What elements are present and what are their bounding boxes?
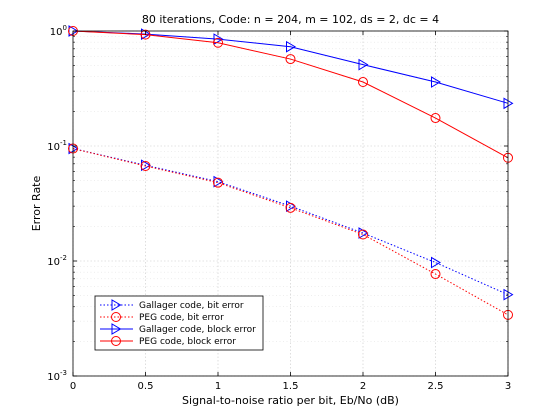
- data-point: [430, 113, 441, 124]
- legend: Gallager code, bit error PEG code, bit er…: [94, 295, 264, 351]
- legend-marker: [111, 312, 121, 322]
- data-point: [358, 77, 368, 88]
- x-tick-label: 1: [215, 381, 221, 392]
- y-tick-label: 10-1: [47, 139, 67, 153]
- data-point: [358, 58, 369, 71]
- legend-entry: Gallager code, bit error: [100, 299, 244, 311]
- legend-marker: [111, 299, 122, 311]
- y-axis-label: Error Rate: [30, 176, 43, 232]
- legend-marker: [111, 336, 121, 346]
- x-tick-label: 2.5: [428, 381, 444, 392]
- x-tick-label: 2: [360, 381, 366, 392]
- legend-label: PEG code, block error: [139, 337, 236, 347]
- legend-marker: [111, 323, 122, 335]
- axis-ticks: [72, 30, 509, 377]
- series-line: [72, 148, 509, 316]
- series-1: [68, 143, 513, 320]
- legend-entries: Gallager code, bit error PEG code, bit er…: [100, 299, 256, 347]
- legend-entry: PEG code, bit error: [100, 312, 224, 323]
- x-tick-labels: 0 0.5 1 1.5 2 2.5 3: [70, 381, 511, 392]
- y-tick-label: 10-2: [47, 254, 67, 268]
- data-point: [431, 76, 441, 88]
- data-point: [358, 229, 368, 240]
- data-point: [285, 202, 296, 213]
- x-tick-label: 3: [505, 381, 511, 392]
- data-point: [140, 29, 151, 40]
- legend-entry: Gallager code, block error: [100, 323, 256, 335]
- data-point: [213, 33, 224, 45]
- y-tick-labels: 100 10-1 10-2 10-3: [47, 24, 67, 383]
- x-tick-label: 0.5: [138, 381, 154, 392]
- x-axis-label: Signal-to-noise ratio per bit, Eb/No (dB…: [182, 394, 399, 407]
- x-tick-label: 0: [70, 381, 76, 392]
- legend-label: Gallager code, block error: [139, 325, 256, 335]
- data-point: [213, 177, 223, 188]
- chart-title: 80 iterations, Code: n = 204, m = 102, d…: [142, 13, 439, 26]
- y-tick-label: 100: [50, 24, 67, 38]
- legend-entry: PEG code, block error: [100, 336, 236, 347]
- series-line: [72, 148, 509, 296]
- data-point: [286, 40, 296, 53]
- data-point: [213, 37, 223, 48]
- data-point: [140, 161, 151, 172]
- legend-label: PEG code, bit error: [139, 313, 224, 323]
- data-point: [430, 269, 441, 280]
- y-tick-label: 10-3: [47, 369, 67, 383]
- x-tick-label: 1.5: [283, 381, 299, 392]
- legend-label: Gallager code, bit error: [139, 301, 244, 311]
- data-point: [285, 54, 296, 65]
- data-point: [431, 256, 441, 269]
